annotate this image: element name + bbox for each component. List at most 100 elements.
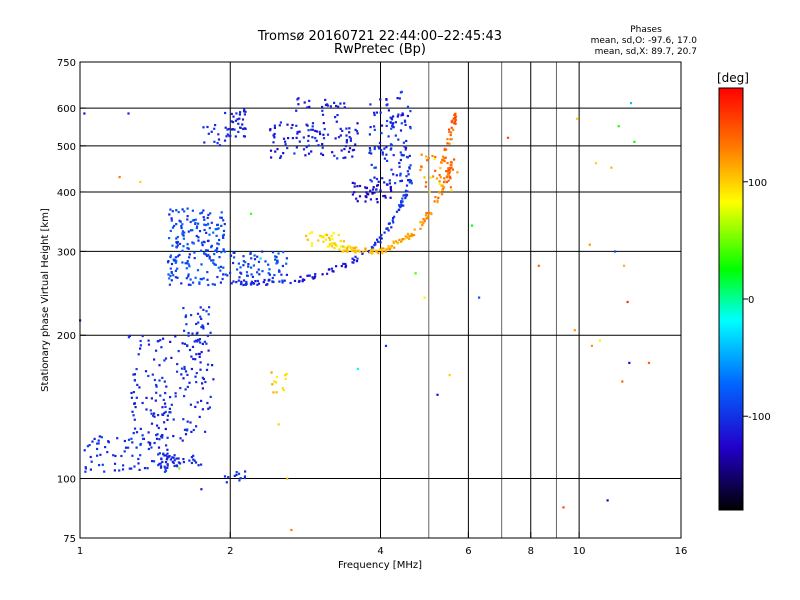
echo-point: [234, 119, 237, 122]
echo-point: [96, 442, 99, 445]
echo-point: [426, 159, 429, 162]
echo-point: [169, 274, 172, 277]
echo-point: [386, 119, 389, 123]
echo-point: [399, 172, 402, 175]
echo-point: [392, 173, 395, 176]
echo-point: [425, 155, 428, 158]
echo-point: [448, 142, 451, 145]
echo-point: [278, 124, 281, 127]
echo-point: [380, 247, 383, 250]
echo-point: [402, 141, 405, 144]
echo-point: [344, 156, 347, 159]
echo-point: [216, 242, 219, 245]
echo-point: [311, 276, 314, 279]
echo-point: [187, 263, 190, 266]
echo-point: [368, 147, 371, 150]
colorbar-tick-label: 0: [748, 295, 754, 306]
echo-point: [588, 243, 591, 246]
echo-point: [271, 276, 274, 280]
echo-point: [290, 126, 293, 130]
echo-point: [252, 282, 256, 285]
echo-point: [448, 374, 451, 377]
echo-point: [349, 137, 352, 140]
echo-point: [282, 137, 286, 140]
echo-point: [223, 250, 226, 253]
echo-point: [314, 137, 317, 140]
echo-point: [172, 258, 175, 261]
echo-point: [344, 249, 347, 252]
echo-point: [278, 269, 281, 272]
echo-point: [321, 113, 325, 116]
echo-point: [217, 227, 220, 230]
colorbar-ticks: 100 0 -100: [743, 178, 771, 423]
echo-point: [446, 142, 449, 145]
echo-point: [198, 230, 202, 233]
echo-point: [163, 465, 166, 468]
echo-point: [590, 344, 593, 347]
echo-point: [104, 446, 107, 449]
echo-point: [344, 266, 347, 269]
echo-point: [210, 221, 213, 224]
echo-point: [614, 250, 617, 253]
echo-point: [138, 386, 141, 389]
echo-point: [186, 260, 189, 263]
echo-point: [187, 334, 190, 337]
echo-point: [135, 396, 138, 399]
x-tick-label: 8: [528, 546, 534, 557]
y-tick-label: 300: [57, 247, 76, 258]
echo-point: [173, 464, 176, 468]
echo-point: [275, 256, 278, 259]
echo-point: [406, 105, 410, 108]
echo-point: [380, 124, 384, 127]
echo-point: [394, 121, 397, 124]
echo-point: [356, 257, 359, 260]
echo-point: [182, 461, 185, 464]
echo-point: [422, 218, 425, 221]
echo-point: [373, 191, 376, 194]
echo-point: [163, 421, 166, 424]
echo-point: [284, 143, 287, 146]
echo-point: [250, 266, 253, 269]
echo-point: [399, 151, 402, 154]
echo-point: [308, 232, 311, 235]
echo-point: [407, 235, 410, 238]
y-axis-label: Stationary phase Virtual Height [km]: [40, 208, 51, 392]
echo-point: [303, 101, 306, 104]
echo-point: [277, 270, 281, 273]
echo-point: [181, 261, 184, 264]
echo-point: [222, 273, 225, 276]
echo-point: [181, 249, 184, 252]
echo-point: [177, 461, 180, 464]
echo-point: [351, 181, 354, 184]
echo-point: [224, 111, 227, 115]
echo-point: [202, 209, 205, 212]
echo-point: [330, 267, 334, 270]
echo-point: [169, 340, 172, 343]
echo-point: [121, 468, 125, 471]
echo-point: [187, 331, 190, 335]
echo-point: [172, 274, 175, 277]
echo-point: [169, 229, 172, 232]
echo-point: [400, 153, 403, 156]
echo-point: [399, 206, 402, 209]
echo-point: [397, 113, 400, 116]
chart-title: Tromsø 20160721 22:44:00–22:45:43: [257, 29, 502, 44]
echo-point: [298, 140, 301, 143]
echo-point: [353, 191, 356, 194]
echo-point: [187, 230, 190, 233]
echo-point: [223, 223, 226, 226]
echo-point: [429, 176, 432, 179]
echo-point: [206, 249, 209, 252]
echo-point: [381, 151, 384, 154]
echo-point: [356, 132, 359, 135]
echo-point: [364, 247, 367, 250]
echo-point: [447, 173, 450, 176]
echo-point: [139, 454, 142, 457]
echo-point: [276, 259, 279, 262]
echo-point: [160, 346, 163, 349]
echo-point: [370, 180, 373, 183]
echo-point: [419, 168, 422, 172]
echo-point: [204, 430, 207, 433]
echo-point: [161, 406, 164, 409]
echo-point: [450, 161, 453, 164]
